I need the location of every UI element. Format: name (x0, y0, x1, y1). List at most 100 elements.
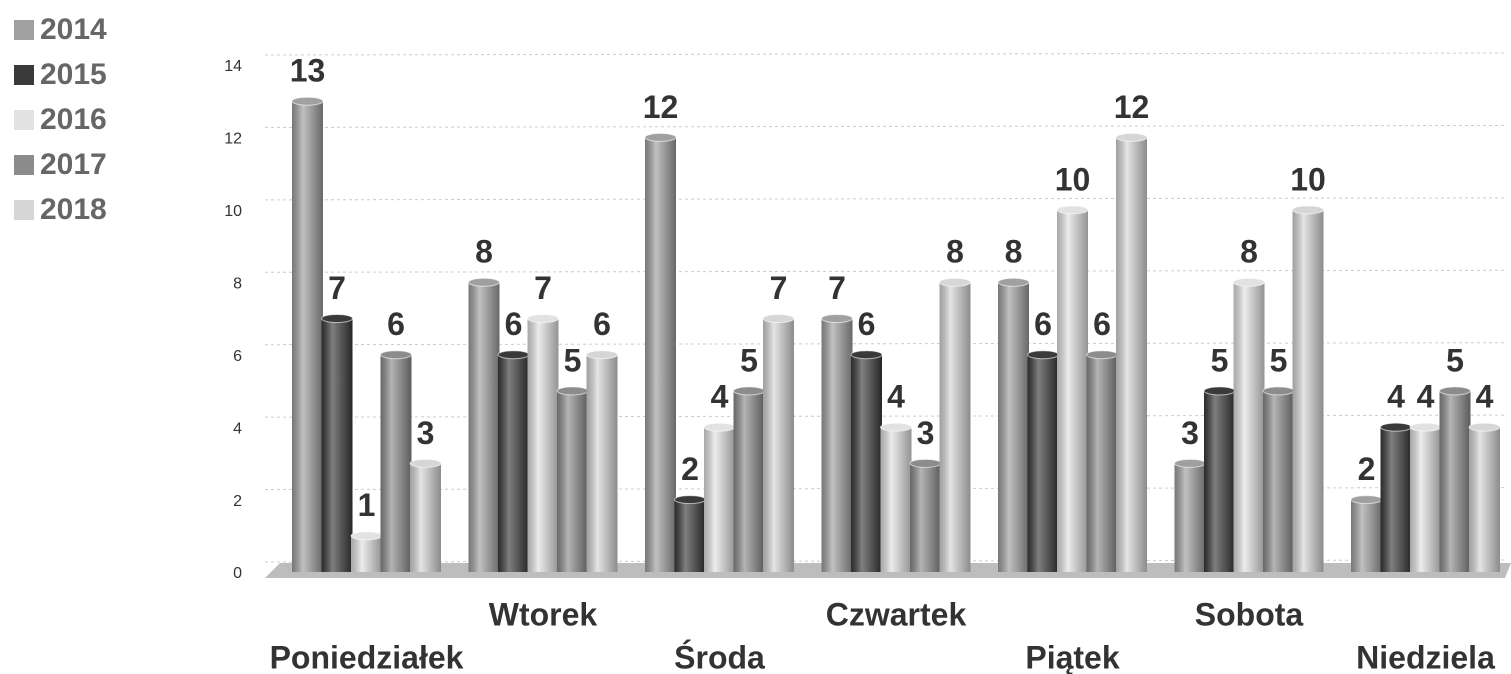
legend-label: 2017 (40, 148, 107, 181)
bar-top (380, 350, 412, 360)
bar-shade (763, 318, 794, 572)
bar-shade (998, 282, 1029, 572)
bar-shade (704, 427, 735, 572)
value-label: 10 (1055, 161, 1091, 197)
bar-top (1174, 458, 1206, 468)
x-tick-label: Sobota (1195, 596, 1304, 632)
legend-swatch (14, 65, 34, 85)
bar-top (1203, 386, 1236, 396)
value-label: 3 (417, 415, 435, 451)
bar-shade (557, 390, 588, 572)
value-label: 1 (358, 487, 376, 523)
value-label: 8 (475, 234, 493, 270)
bar-shade (1351, 499, 1382, 572)
value-label: 8 (1240, 234, 1258, 270)
bar-shade (351, 535, 382, 572)
value-label: 3 (917, 415, 935, 451)
bar-shade (410, 463, 441, 572)
bar-top (1086, 350, 1118, 360)
bar-top (1027, 350, 1059, 360)
bar-top (939, 277, 971, 287)
value-label: 10 (1290, 161, 1326, 197)
y-tick-label: 12 (224, 131, 242, 148)
bar-shade (586, 354, 618, 572)
bar-top (1056, 205, 1089, 215)
y-tick-label: 10 (224, 203, 242, 220)
bar-top (909, 458, 942, 468)
bar-shade (1380, 427, 1412, 572)
bar-shade (468, 282, 500, 572)
bar-shade (1086, 354, 1118, 572)
bar-top (762, 314, 795, 323)
bar-shade (733, 390, 765, 572)
value-label: 4 (711, 379, 729, 415)
bar-shade (292, 101, 323, 572)
bar-shade (939, 282, 971, 572)
bar-top (1468, 422, 1501, 432)
value-label: 6 (387, 306, 405, 342)
bar-shade (674, 499, 706, 572)
bar-top (644, 132, 677, 142)
grid-line (264, 52, 1506, 56)
bar-top (1350, 495, 1383, 505)
legend-swatch (14, 155, 34, 175)
bar-top (586, 350, 618, 360)
bar-shade (1263, 390, 1294, 572)
bar-shade (1204, 390, 1235, 572)
bar-top (733, 386, 765, 396)
bar-top (1115, 132, 1148, 142)
bar-top (527, 314, 559, 323)
y-tick-label: 0 (233, 565, 242, 582)
bar-top (291, 96, 324, 106)
bar-shade (527, 318, 559, 572)
bar-shade (1439, 390, 1471, 572)
bar-shade (380, 354, 412, 572)
bar-top (497, 350, 530, 360)
bar-top (350, 531, 383, 541)
legend-label: 2015 (40, 58, 107, 91)
x-tick-label: Poniedziałek (270, 639, 464, 674)
bar-top (468, 277, 500, 287)
bar-shade (1233, 282, 1265, 572)
y-tick-label: 6 (233, 348, 242, 365)
value-label: 8 (1005, 234, 1023, 270)
value-label: 7 (770, 270, 788, 306)
bar-top (821, 314, 853, 323)
value-label: 2 (1358, 451, 1376, 487)
value-label: 12 (643, 89, 679, 125)
value-label: 4 (1476, 379, 1494, 415)
value-label: 5 (1446, 342, 1464, 378)
value-label: 4 (1387, 379, 1405, 415)
bar-shade (821, 318, 853, 572)
bar-top (703, 422, 736, 432)
value-label: 5 (1270, 342, 1288, 378)
bar-shade (880, 427, 912, 572)
value-label: 6 (505, 306, 523, 342)
bar-top (880, 422, 912, 432)
bar-top (1409, 422, 1442, 432)
bar-top (997, 277, 1030, 287)
y-tick-label: 8 (233, 276, 242, 293)
x-tick-label: Wtorek (489, 596, 598, 632)
bar-shade (851, 354, 882, 572)
legend-swatch (14, 110, 34, 130)
value-label: 7 (328, 270, 346, 306)
bar-top (556, 386, 589, 396)
legend-label: 2016 (40, 103, 107, 136)
value-label: 13 (290, 53, 326, 89)
grid-line (264, 197, 1506, 201)
bar-shade (1410, 427, 1441, 572)
value-label: 6 (593, 306, 611, 342)
value-label: 2 (681, 451, 699, 487)
value-label: 5 (1211, 342, 1229, 378)
value-label: 6 (858, 306, 876, 342)
bar-top (409, 458, 442, 468)
bar-shade (1057, 209, 1088, 572)
value-label: 5 (564, 342, 582, 378)
bar-shade (1469, 427, 1500, 572)
value-label: 3 (1181, 415, 1199, 451)
bar-shade (910, 463, 941, 572)
value-label: 5 (740, 342, 758, 378)
bar-top (321, 314, 353, 323)
